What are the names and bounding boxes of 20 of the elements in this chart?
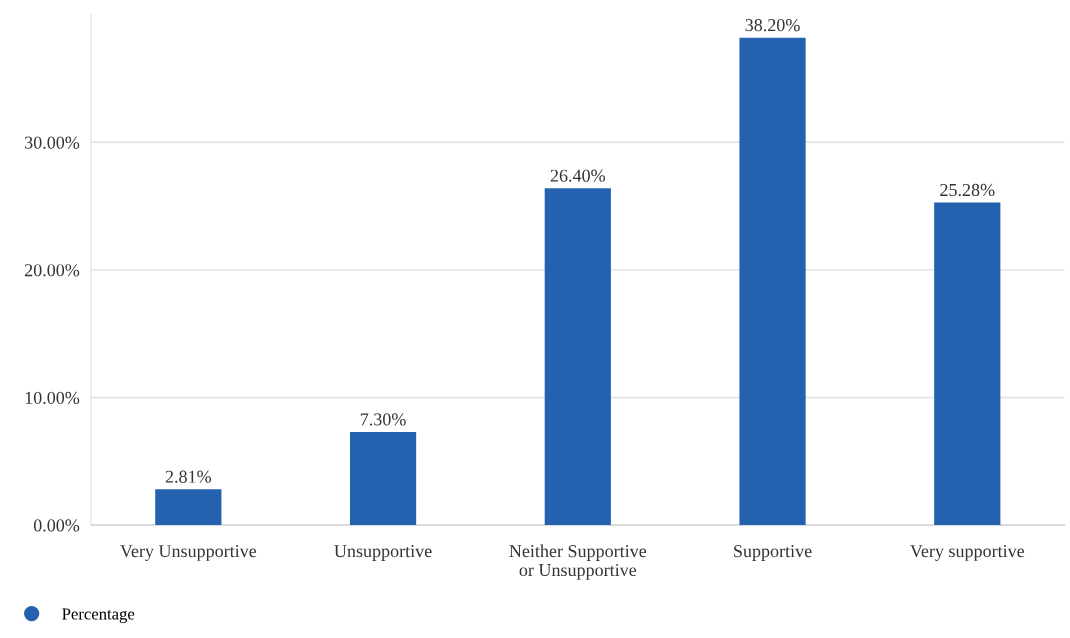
bar <box>934 202 1001 526</box>
x-tick-label: Unsupportive <box>334 545 432 561</box>
bar <box>544 188 611 526</box>
data-label: 26.40% <box>550 169 606 182</box>
y-tick-label: 10.00% <box>25 391 80 404</box>
y-tick-label: 30.00% <box>25 136 80 149</box>
bar <box>155 489 222 526</box>
x-tick-label: Very supportive <box>910 545 1025 561</box>
bar <box>349 431 417 526</box>
x-tick-label: Neither Supportive or Unsupportive <box>509 544 647 580</box>
y-tick-label: 20.00% <box>24 264 80 277</box>
bar <box>739 37 806 526</box>
data-label: 38.20% <box>745 19 800 32</box>
data-label: 7.30% <box>360 413 406 426</box>
x-tick-label: Supportive <box>734 545 812 561</box>
legend-label: Percentage <box>62 608 135 623</box>
y-tick-label: 0.00% <box>33 519 80 532</box>
data-label: 25.28% <box>940 183 995 197</box>
x-tick-label: Very Unsupportive <box>120 545 257 561</box>
data-label: 2.81% <box>165 470 212 483</box>
